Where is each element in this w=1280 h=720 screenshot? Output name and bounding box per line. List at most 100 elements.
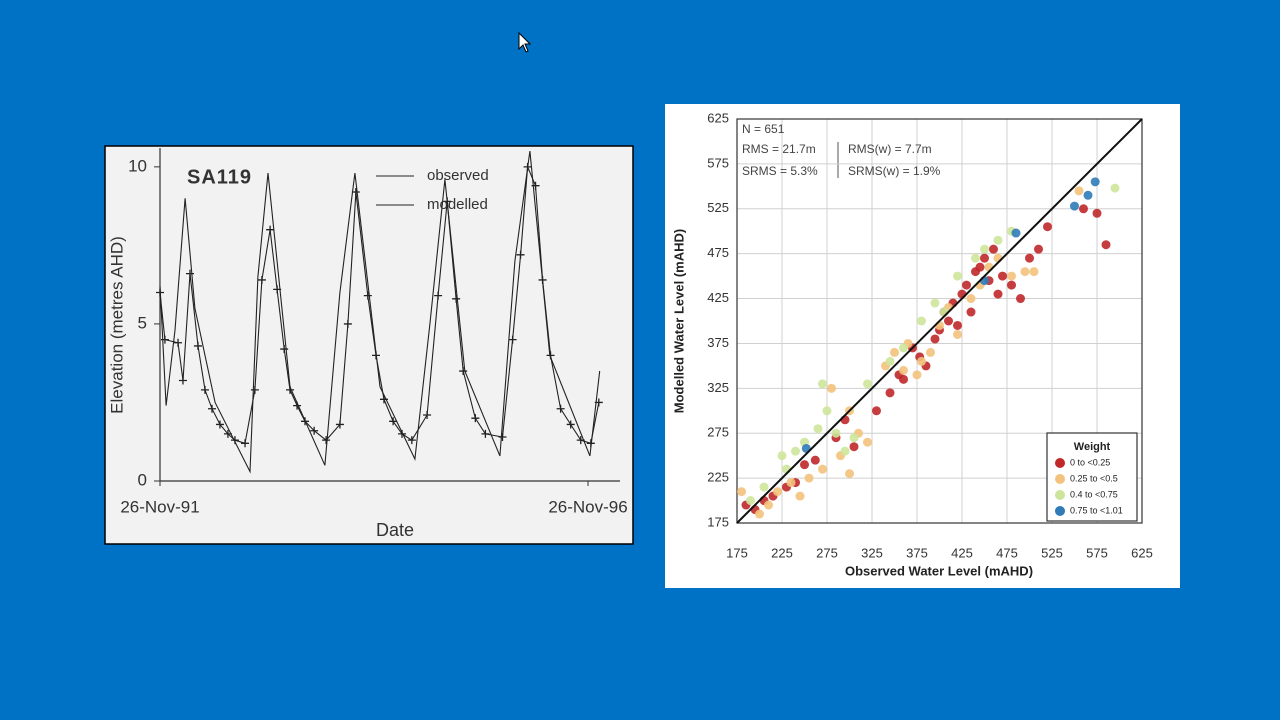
x-tick-label: 375: [906, 545, 928, 560]
legend-label: 0.4 to <0.75: [1070, 489, 1118, 499]
scatter-point: [773, 487, 782, 497]
legend-label: 0.75 to <1.01: [1070, 505, 1123, 515]
scatter-point: [831, 428, 841, 438]
scatter-point: [1007, 280, 1016, 290]
scatter-point: [1092, 208, 1102, 218]
scatter-point: [795, 491, 805, 501]
scatter-point: [899, 365, 908, 375]
x-axis-label: Date: [376, 520, 414, 540]
scatter-point: [1029, 267, 1039, 277]
annotation: N = 651: [742, 122, 785, 136]
scatter-point: [1090, 177, 1100, 187]
cross-marker: [423, 411, 432, 420]
scatter-point: [737, 487, 746, 497]
scatter-point: [822, 406, 832, 416]
cross-marker: [174, 338, 183, 347]
scatter-point: [786, 478, 796, 488]
scatter-point: [872, 406, 881, 416]
cross-marker: [407, 436, 416, 445]
cross-marker: [193, 341, 202, 350]
y-tick-label: 625: [707, 110, 729, 125]
left-panel: [104, 145, 634, 545]
scatter-point: [917, 316, 926, 326]
scatter-point: [953, 320, 962, 330]
scatter-point: [1016, 294, 1025, 304]
scatter-point: [899, 343, 908, 353]
y-tick-label: 5: [138, 313, 147, 332]
cross-marker: [257, 275, 266, 284]
legend-label: modelled: [427, 196, 488, 213]
y-tick-label: 175: [707, 514, 729, 529]
scatter-point: [980, 244, 989, 254]
y-tick-label: 325: [707, 380, 729, 395]
scatter-point: [993, 235, 1003, 245]
scatter-point: [930, 334, 940, 344]
cross-marker: [280, 345, 289, 354]
scatter-point: [1007, 271, 1016, 281]
y-axis-label: Modelled Water Level (mAHD): [671, 229, 686, 413]
scatter-point: [1074, 186, 1084, 196]
legend-title: Weight: [1074, 441, 1111, 453]
cross-marker: [250, 385, 259, 394]
cross-marker: [459, 367, 468, 376]
x-tick-label: 325: [861, 545, 883, 560]
cross-marker: [351, 187, 360, 196]
scatter-point: [800, 460, 809, 470]
scatter-point: [827, 383, 836, 393]
cross-marker: [215, 420, 224, 429]
scatter-point: [1101, 240, 1111, 250]
cross-marker: [241, 439, 250, 448]
cross-marker: [185, 269, 194, 278]
scatter-point: [849, 442, 859, 452]
cross-marker: [556, 404, 565, 413]
scatter-point: [917, 356, 926, 366]
y-tick-label: 10: [128, 156, 147, 175]
series-line: [159, 166, 600, 445]
cross-marker: [343, 319, 352, 328]
cross-marker: [178, 376, 187, 385]
scatter-point: [1110, 183, 1120, 193]
scatter-point: [759, 482, 769, 492]
scatter-point: [885, 356, 895, 366]
scatter-point: [1083, 190, 1093, 200]
cross-marker: [471, 414, 480, 423]
x-tick-label: 525: [1041, 545, 1063, 560]
cross-marker: [452, 294, 461, 303]
y-tick-label: 0: [138, 470, 147, 489]
annotation: SRMS(w) = 1.9%: [848, 164, 941, 178]
annotation: RMS = 21.7m: [742, 142, 816, 156]
scatter-point: [840, 446, 850, 456]
scatter-point: [926, 347, 935, 357]
scatter-point: [1070, 201, 1079, 211]
x-tick-label: 625: [1131, 545, 1153, 560]
scatter-point: [1043, 222, 1052, 232]
scatter-point: [746, 496, 755, 506]
x-axis-label: Observed Water Level (mAHD): [845, 563, 1033, 578]
legend-swatch: [1055, 458, 1065, 468]
scatter-point: [962, 280, 971, 290]
cursor: [518, 31, 532, 53]
y-tick-label: 375: [707, 335, 729, 350]
cross-marker: [310, 426, 319, 435]
scatter-point: [930, 298, 940, 308]
chart-title: SA119: [187, 166, 252, 188]
scatter-point: [845, 469, 854, 479]
scatter-point: [980, 253, 989, 263]
scatter-point: [975, 262, 985, 272]
scatter-point: [1034, 244, 1043, 254]
scatter-point: [912, 370, 922, 380]
y-tick-label: 575: [707, 155, 729, 170]
scatter-point: [1011, 228, 1021, 238]
scatter-point: [944, 316, 953, 326]
y-axis-label: Elevation (metres AHD): [107, 236, 126, 414]
x-tick-label: 275: [816, 545, 838, 560]
cross-marker: [389, 417, 398, 426]
scatter-point: [764, 500, 773, 510]
scatter-point: [1025, 253, 1034, 263]
scatter-point: [998, 271, 1007, 281]
cross-marker: [516, 250, 525, 259]
legend-swatch: [1055, 490, 1065, 500]
scatter-point: [863, 379, 872, 389]
cross-marker: [498, 433, 507, 442]
x-tick-label: 225: [771, 545, 793, 560]
